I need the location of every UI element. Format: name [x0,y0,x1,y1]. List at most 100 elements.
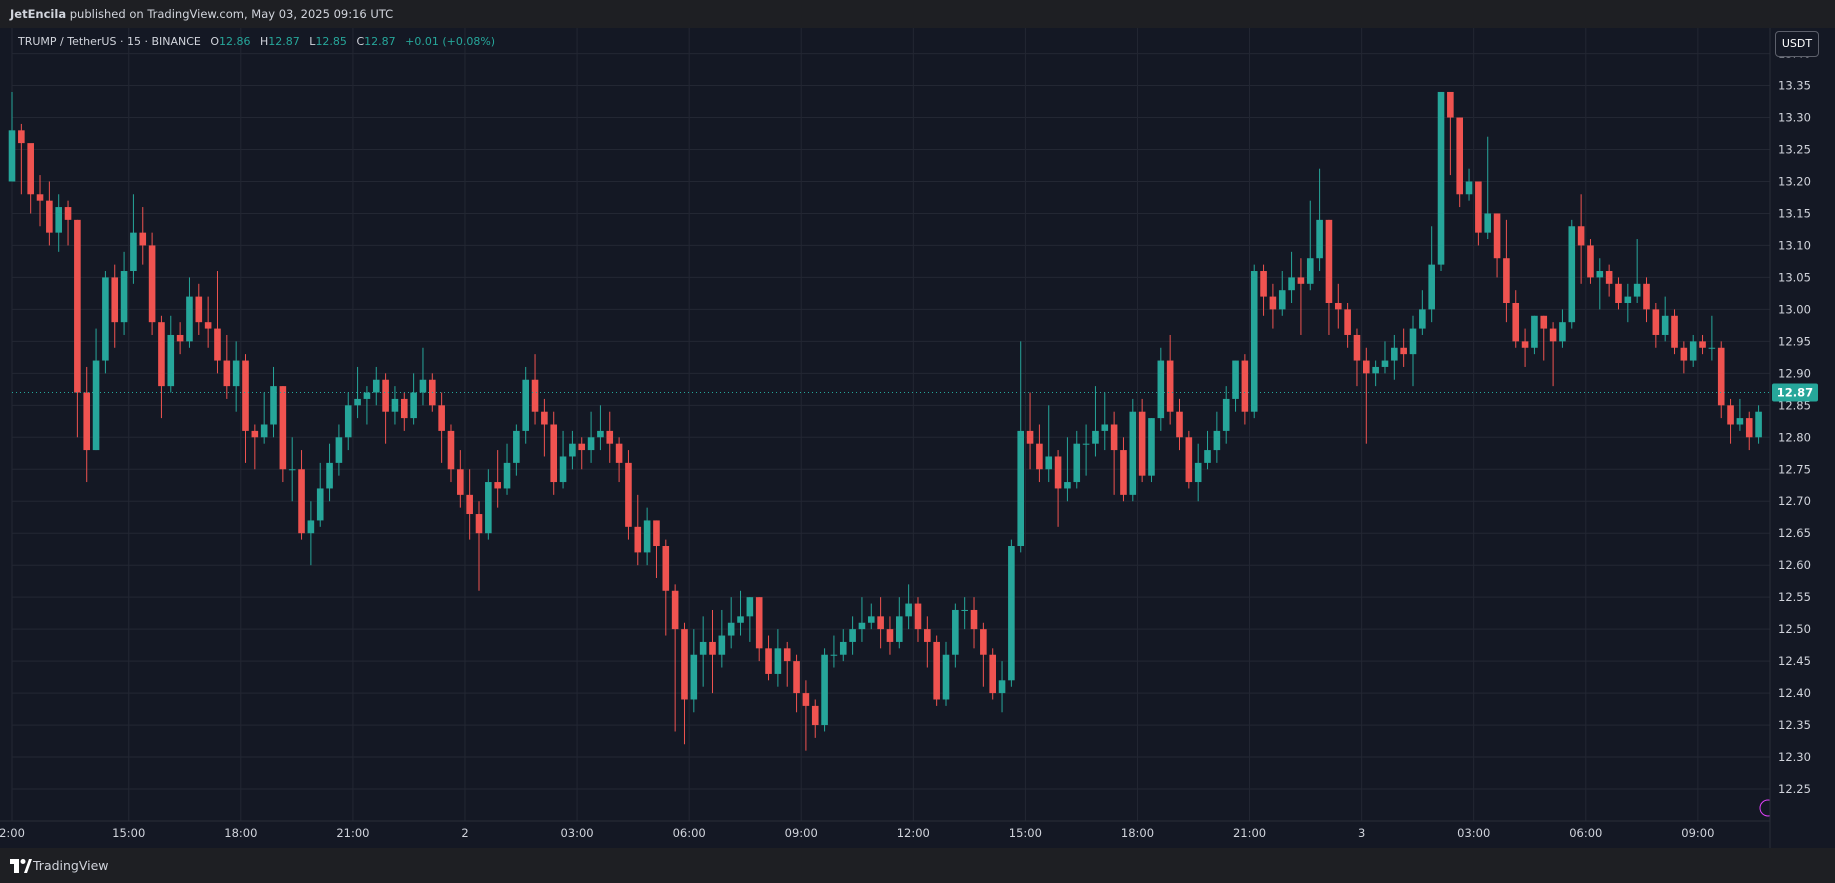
chart-frame[interactable]: 13.4013.3513.3013.2513.2013.1513.1013.05… [0,28,1835,848]
candle-body [643,520,651,553]
low-label: L [309,35,316,48]
y-tick-label: 12.35 [1778,718,1811,732]
candle-body [578,443,586,451]
symbol-legend[interactable]: TRUMP / TetherUS · 15 · BINANCE O12.86 H… [18,35,495,48]
candle-body [783,648,791,662]
candle-body [1419,309,1426,329]
candle-body [522,379,529,431]
candle-body [214,328,221,361]
candle-body [1334,302,1342,310]
candle-body [1400,347,1407,355]
candle-body [737,616,744,623]
candle-body [1176,411,1183,438]
candle-body [1250,271,1258,412]
candle-body [8,130,16,182]
candle-body [494,482,501,489]
candle-body [1503,258,1510,303]
candle-body [167,334,175,387]
candle-body [1026,430,1034,444]
candle-body [176,334,184,342]
symbol-title[interactable]: TRUMP / TetherUS · 15 · BINANCE [18,35,201,48]
candle-body [1643,283,1650,310]
candle-body [625,462,632,527]
candle-body [1755,411,1762,438]
candlestick-chart[interactable]: 13.4013.3513.3013.2513.2013.1513.1013.05… [0,28,1835,848]
candle-body [961,609,968,611]
price-line-layer [12,392,1777,817]
y-tick-label: 13.20 [1778,174,1811,188]
candle-body [148,245,156,323]
y-tick-label: 12.50 [1778,622,1811,636]
currency-button[interactable]: USDT [1775,31,1819,57]
candle-body [130,232,137,272]
candle-body [1615,283,1622,303]
candle-body [1325,219,1333,303]
candle-body [92,360,100,451]
candle-body [1054,456,1062,489]
candle-body [410,392,417,419]
candle-body [513,430,520,463]
candle-body [550,424,558,483]
price-axis-panel [1770,28,1835,848]
candle-body [1204,450,1211,463]
candle-body [391,398,399,412]
tradingview-logo-icon[interactable] [10,859,32,873]
candle-body [914,603,922,630]
y-tick-label: 12.30 [1778,750,1811,764]
candle-body [363,392,371,399]
author-name[interactable]: JetEncila [10,7,67,21]
candle-body [1521,341,1529,348]
publish-info: JetEncila published on TradingView.com, … [10,7,393,21]
candle-body [457,469,464,495]
y-tick-label: 12.80 [1778,430,1811,444]
open-label: O [210,35,220,48]
candle-body [699,641,707,655]
candle-body [1559,322,1566,342]
candle-body [372,379,380,393]
y-tick-label: 12.55 [1778,590,1811,604]
candle-body [120,271,128,323]
candle-body [466,494,473,515]
candle-body [27,143,34,195]
candle-body [1297,277,1305,284]
candle-body [1587,245,1594,278]
candle-body [1082,443,1090,445]
y-tick-label: 12.65 [1778,526,1811,540]
candle-body [298,469,305,534]
last-price-tag [1772,383,1818,402]
grid-lines [11,28,1770,821]
candle-body [597,430,604,438]
candle-body [1129,411,1137,495]
candles [8,91,1762,751]
candle-body [1428,264,1435,310]
candle-body [1447,91,1454,118]
candle-body [1017,430,1025,547]
candle-body [1213,430,1221,451]
header-bar: JetEncila published on TradingView.com, … [0,0,1835,28]
candle-body [1232,360,1239,399]
candle-body [1306,258,1314,284]
candle-body [802,693,810,706]
candle-body [102,277,109,361]
candle-body [1680,347,1688,361]
candle-body [1409,328,1417,355]
x-tick-label: 18:00 [1121,826,1154,840]
candle-body [867,616,875,623]
candle-body [1008,546,1015,681]
y-tick-label: 13.10 [1778,238,1811,252]
y-tick-label: 12.60 [1778,558,1811,572]
candle-body [1381,360,1389,367]
x-tick-label: 2 [461,826,468,840]
tradingview-brand[interactable]: TradingView [33,858,109,873]
candle-body [886,629,894,642]
candle-body [64,207,72,220]
candle-body [1484,213,1492,233]
candle-body [307,520,315,534]
candle-body [1073,443,1081,483]
candle-body [569,443,576,457]
candle-body [139,232,147,246]
candle-body [858,622,866,630]
candle-body [998,680,1006,694]
candle-body [260,424,268,438]
candle-body [746,597,754,617]
